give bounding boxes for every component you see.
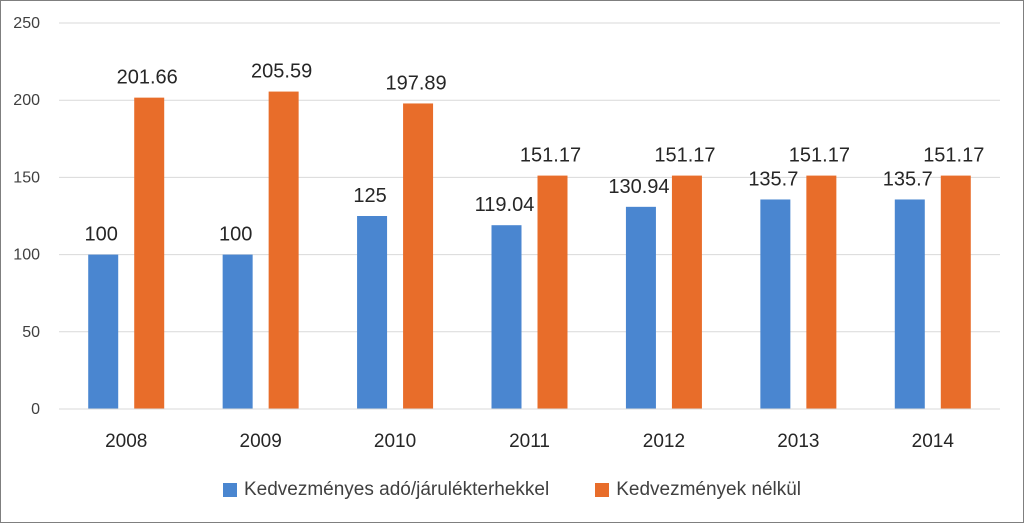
data-label-series-2: 151.17: [923, 145, 984, 167]
data-label-series-1: 125: [353, 185, 386, 207]
x-tick-label: 2012: [643, 431, 685, 452]
bar-series-2: [134, 97, 165, 409]
legend-label-series-2: Kedvezmények nélkül: [616, 479, 802, 500]
data-label-series-1: 130.94: [608, 176, 669, 198]
y-tick-label: 100: [13, 247, 40, 264]
bar-series-2: [403, 103, 434, 410]
y-tick-label: 0: [31, 401, 40, 418]
legend-swatch-series-1: [222, 483, 237, 497]
data-label-series-2: 205.59: [251, 61, 312, 83]
bar-series-2: [940, 175, 971, 409]
x-tick-label: 2014: [912, 431, 955, 452]
y-tick-label: 250: [13, 15, 40, 32]
data-label-series-1: 135.7: [883, 168, 933, 190]
legend-swatch-series-2: [595, 483, 610, 497]
bar-series-1: [222, 254, 253, 409]
legend-item-series-2: Kedvezmények nélkül: [595, 479, 801, 501]
data-label-series-2: 151.17: [654, 145, 715, 167]
chart-legend: Kedvezményes adó/járulékterhekkel Kedvez…: [0, 476, 1024, 504]
data-label-series-1: 135.7: [748, 168, 798, 190]
bar-series-1: [357, 216, 388, 409]
bar-series-1: [88, 254, 119, 409]
data-label-series-1: 100: [219, 224, 252, 246]
x-tick-label: 2009: [240, 431, 282, 452]
data-label-series-2: 197.89: [385, 72, 446, 94]
legend-item-series-1: Kedvezményes adó/járulékterhekkel: [222, 479, 550, 501]
x-tick-label: 2011: [509, 431, 550, 452]
x-tick-label: 2013: [777, 431, 819, 452]
data-label-series-2: 201.66: [117, 67, 178, 89]
x-tick-label: 2010: [374, 431, 416, 452]
y-tick-label: 50: [22, 324, 40, 341]
data-label-series-1: 100: [85, 224, 118, 246]
bar-series-1: [625, 206, 656, 409]
data-label-series-2: 151.17: [520, 145, 581, 167]
data-label-series-2: 151.17: [789, 145, 850, 167]
bar-series-2: [537, 175, 568, 409]
bar-series-2: [806, 175, 837, 409]
bar-series-2: [671, 175, 702, 409]
bar-series-1: [760, 199, 791, 409]
y-tick-label: 200: [13, 92, 40, 109]
bar-series-1: [894, 199, 925, 409]
data-label-series-1: 119.04: [475, 194, 535, 216]
y-tick-label: 150: [13, 169, 40, 186]
x-tick-label: 2008: [105, 431, 147, 452]
bar-series-2: [268, 91, 299, 410]
legend-label-series-1: Kedvezményes adó/járulékterhekkel: [243, 479, 550, 500]
bar-series-1: [491, 225, 522, 409]
